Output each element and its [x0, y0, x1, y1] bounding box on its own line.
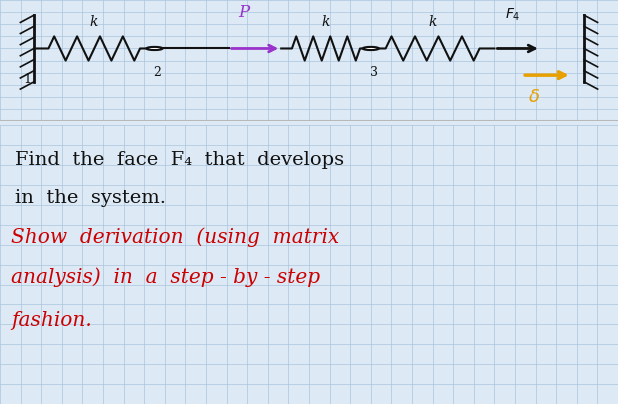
Text: analysis)  in  a  step - by - step: analysis) in a step - by - step	[11, 267, 320, 287]
Text: P: P	[239, 4, 250, 21]
Text: 1: 1	[24, 74, 32, 86]
Text: 3: 3	[370, 66, 378, 79]
Text: $\delta$: $\delta$	[528, 88, 541, 106]
Text: $F_4$: $F_4$	[505, 6, 521, 23]
Text: Find  the  face  F₄  that  develops: Find the face F₄ that develops	[15, 151, 345, 169]
Circle shape	[146, 47, 163, 50]
Text: Show  derivation  (using  matrix: Show derivation (using matrix	[11, 227, 339, 246]
Text: 2: 2	[154, 66, 161, 79]
Text: k: k	[428, 15, 437, 29]
Text: k: k	[90, 15, 98, 29]
Text: k: k	[321, 15, 330, 29]
Text: in  the  system.: in the system.	[15, 189, 166, 207]
Circle shape	[363, 47, 379, 50]
Text: fashion.: fashion.	[11, 311, 92, 330]
